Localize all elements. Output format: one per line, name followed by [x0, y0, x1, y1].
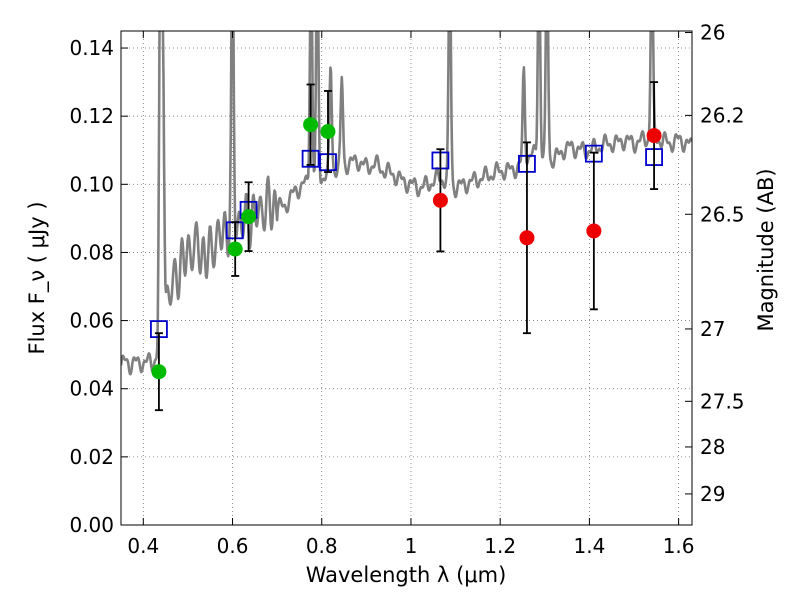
observed-optical-point — [320, 124, 336, 140]
right-tick-label: 29 — [700, 482, 725, 506]
right-tick-label: 26.5 — [700, 202, 745, 226]
x-tick-label: 1.2 — [484, 534, 516, 558]
x-axis-label: Wavelength λ (μm) — [306, 563, 507, 587]
y-axis-label: Flux F_ν ( μJy ) — [25, 201, 50, 354]
x-tick-label: 0.8 — [306, 534, 338, 558]
observed-optical-point — [227, 241, 243, 257]
y-tick-label: 0.10 — [69, 172, 114, 196]
plot-area — [121, 31, 692, 412]
x-tick-label: 1.6 — [663, 534, 695, 558]
right-tick-label: 26 — [700, 21, 725, 45]
observed-nir-point — [432, 192, 448, 208]
model-spectrum-line — [121, 31, 692, 376]
right-tick-label: 27 — [700, 317, 725, 341]
x-tick-label: 0.4 — [127, 534, 159, 558]
x-tick-label: 0.6 — [217, 534, 249, 558]
plot-frame — [120, 30, 693, 526]
y-tick-label: 0.00 — [69, 513, 114, 537]
y-tick-label: 0.08 — [69, 240, 114, 264]
observed-optical-point — [151, 364, 167, 380]
observed-optical-point — [303, 117, 319, 133]
observed-nir-point — [586, 223, 602, 239]
right-axis-label: Magnitude (AB) — [754, 168, 778, 331]
axis-ticks: 0.4 0.6 0.8 1 1.2 1.4 1.6 0.00 0.02 0.04 0.06 0.08 0… — [69, 21, 744, 558]
y-tick-label: 0.04 — [69, 377, 114, 401]
y-tick-label: 0.06 — [69, 309, 114, 333]
x-tick-label: 1 — [405, 534, 418, 558]
y-tick-label: 0.14 — [69, 36, 114, 60]
y-tick-label: 0.12 — [69, 104, 114, 128]
right-tick-label: 27.5 — [700, 389, 745, 413]
observed-optical-point — [241, 209, 257, 225]
y-tick-label: 0.02 — [69, 445, 114, 469]
observed-nir-point — [646, 128, 662, 144]
observed-nir-point — [519, 230, 535, 246]
x-tick-label: 1.4 — [573, 534, 605, 558]
right-tick-label: 28 — [700, 435, 725, 459]
right-tick-label: 26.2 — [700, 103, 745, 127]
